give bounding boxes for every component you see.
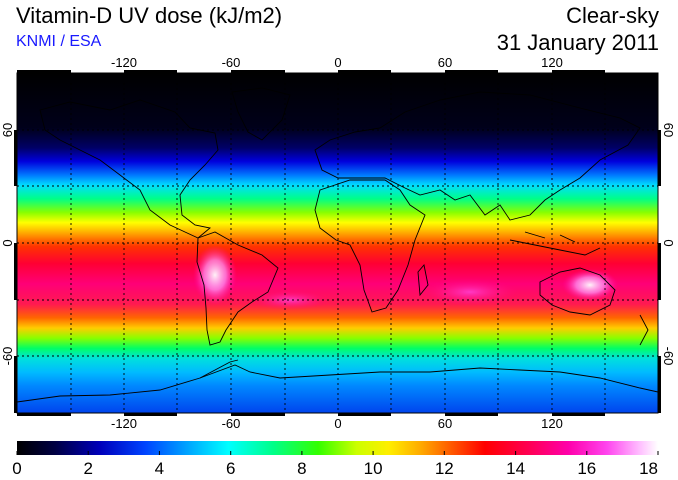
lon-label-bottom: 120	[541, 416, 563, 431]
colorbar-label: 4	[155, 459, 164, 478]
latitude-labels-left: 60 0 -60	[0, 123, 15, 366]
lon-label-top: 60	[438, 55, 452, 70]
longitude-labels-top: -120 -60 0 60 120	[111, 55, 563, 70]
lat-label-left: -60	[0, 347, 15, 366]
lon-label-top: -120	[111, 55, 137, 70]
colorbar-ticks	[16, 451, 659, 455]
coastline-antarctic-peninsula	[199, 359, 239, 379]
lat-label-right: -60	[661, 347, 676, 366]
coastline-africa	[314, 179, 426, 313]
lat-label-right: 60	[661, 123, 676, 137]
colorbar-label: 12	[435, 459, 454, 478]
coastline-south-america	[196, 231, 279, 346]
colorbar-gradient	[17, 441, 658, 455]
lon-label-bottom: 60	[438, 416, 452, 431]
lon-label-top: 0	[334, 55, 341, 70]
coastline-australia	[539, 267, 616, 316]
colorbar-label: 16	[577, 459, 596, 478]
coastline-north-america	[39, 99, 219, 239]
map-frame	[14, 70, 661, 416]
colorbar-label: 18	[639, 459, 658, 478]
lat-label-left: 60	[0, 123, 15, 137]
colorbar-label: 8	[297, 459, 306, 478]
colorbar-label: 10	[364, 459, 383, 478]
lon-label-bottom: 0	[334, 416, 341, 431]
colorbar-label: 14	[506, 459, 525, 478]
coastline-indonesia	[509, 231, 601, 256]
colorbar: 0 2 4 6 8 10 12 14 16 18	[12, 441, 659, 478]
latitude-labels-right: 60 0 -60	[661, 123, 676, 366]
colorbar-labels: 0 2 4 6 8 10 12 14 16 18	[12, 459, 658, 478]
coastline-madagascar	[417, 264, 429, 297]
graticule	[17, 73, 658, 413]
longitude-labels-bottom: -120 -60 0 60 120	[111, 416, 563, 431]
date-label: 31 January 2011	[496, 30, 659, 55]
sky-condition-label: Clear-sky	[566, 3, 659, 28]
lon-label-bottom: -120	[111, 416, 137, 431]
colorbar-label: 2	[83, 459, 92, 478]
data-source-label: KNMI / ESA	[16, 33, 102, 50]
colorbar-label: 6	[226, 459, 235, 478]
lon-label-bottom: -60	[222, 416, 241, 431]
coastline-eurasia	[314, 91, 641, 221]
map-title: Vitamin-D UV dose (kJ/m2)	[16, 3, 283, 28]
lat-label-left: 0	[0, 239, 15, 246]
lon-label-top: -60	[222, 55, 241, 70]
lon-label-top: 120	[541, 55, 563, 70]
lat-label-right: 0	[661, 239, 676, 246]
coastline-new-zealand	[639, 314, 649, 346]
colorbar-label: 0	[12, 459, 21, 478]
coastline-antarctica	[17, 364, 658, 403]
